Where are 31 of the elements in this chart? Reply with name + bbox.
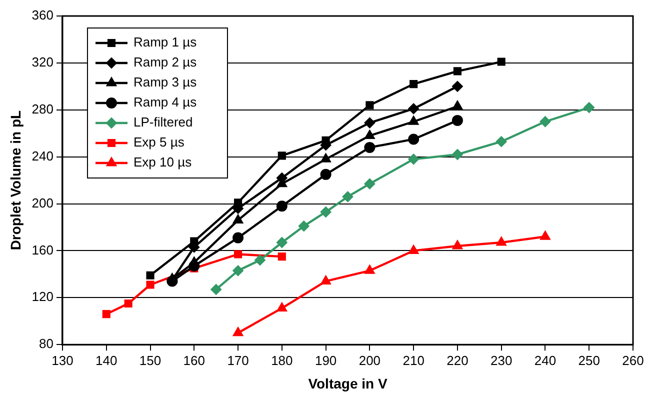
x-tick-label: 150 [139, 352, 162, 368]
y-tick-label: 280 [32, 101, 54, 116]
x-tick-label: 220 [446, 352, 468, 368]
y-tick-label: 120 [32, 289, 54, 304]
x-axis-title: Voltage in V [308, 375, 388, 392]
y-tick-label: 80 [39, 336, 54, 352]
legend-label: LP-filtered [133, 114, 193, 130]
y-tick-label: 320 [32, 54, 54, 70]
legend-label: Ramp 4 µs [133, 94, 198, 110]
y-tick-label: 200 [32, 195, 54, 210]
legend-label: Exp 5 µs [133, 134, 185, 150]
x-tick-label: 160 [183, 352, 205, 368]
x-tick-label: 230 [490, 352, 512, 368]
y-tick-label: 240 [32, 148, 54, 164]
legend-label: Exp 10 µs [133, 154, 192, 170]
legend-label: Ramp 2 µs [133, 54, 198, 70]
x-tick-label: 180 [271, 352, 293, 368]
x-tick-label: 250 [578, 352, 600, 368]
y-tick-label: 360 [32, 8, 54, 23]
x-tick-label: 140 [96, 352, 118, 368]
y-axis-title: Droplet Volume in pL [7, 110, 24, 250]
x-tick-label: 170 [227, 352, 249, 368]
x-tick-label: 240 [534, 352, 556, 368]
x-tick-label: 210 [402, 352, 424, 368]
x-tick-label: 260 [622, 352, 644, 368]
x-tick-label: 130 [52, 352, 74, 368]
x-tick-label: 190 [314, 352, 337, 368]
y-tick-label: 160 [32, 242, 54, 258]
legend-label: Ramp 1 µs [133, 34, 198, 50]
legend-label: Ramp 3 µs [133, 74, 198, 90]
x-tick-label: 200 [358, 352, 381, 368]
